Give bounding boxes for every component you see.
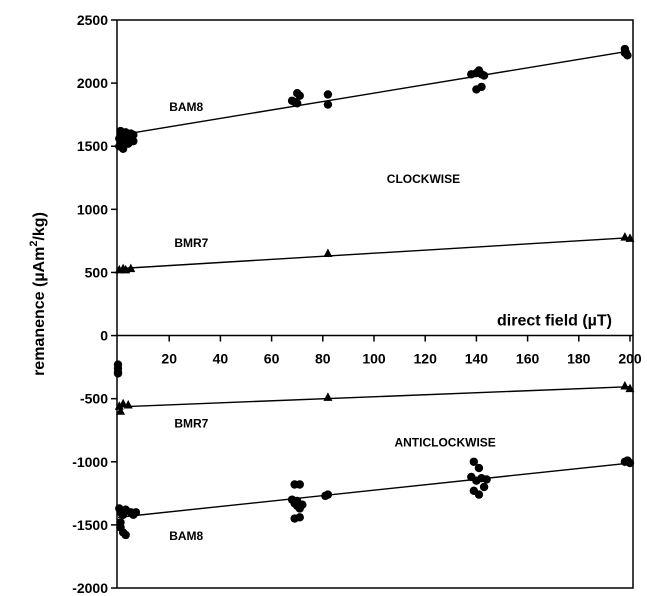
data-point-circle [623, 51, 632, 60]
data-point-circle [479, 71, 489, 80]
y-tick-label: -2000 [72, 580, 108, 596]
data-point-triangle [118, 398, 128, 408]
y-tick-label: -500 [80, 391, 108, 407]
annotation-label: ANTICLOCKWISE [394, 436, 495, 450]
y-tick-label: -1000 [72, 454, 108, 470]
data-point-circle [474, 490, 484, 499]
data-point-circle [290, 514, 299, 523]
x-tick-label: 80 [315, 351, 331, 367]
data-point-circle [295, 480, 304, 489]
axes: 2500 2000 1500 1000 500 0 -500 -1000 -1500 -2000 2… [72, 12, 642, 596]
data-point-circle [293, 99, 302, 108]
annotation-label: BAM8 [169, 100, 203, 114]
y-tick-label: 1000 [77, 201, 108, 217]
data-point-circle [323, 490, 333, 499]
data-point-circle [482, 475, 491, 484]
data-point-triangle [323, 248, 333, 258]
annotation-label: CLOCKWISE [387, 172, 460, 186]
y-tick-label: 2500 [77, 12, 108, 28]
data-point-triangle [625, 383, 635, 393]
data-point-triangle [323, 392, 333, 401]
data-point-circle [295, 91, 304, 100]
x-tick-label: 180 [567, 351, 591, 367]
y-tick-label: -1500 [72, 517, 108, 533]
annotation-label: BAM8 [169, 529, 203, 543]
data-point-circle [113, 369, 123, 378]
x-tick-label: 160 [516, 351, 540, 367]
x-tick-label: 20 [161, 351, 177, 367]
data-point-triangle [116, 406, 126, 415]
data-point-circle [469, 457, 479, 466]
y-axis-label-main: remanence (µAm [31, 247, 48, 376]
data-point-circle [474, 463, 484, 473]
data-point-circle [293, 496, 302, 506]
y-tick-label: 2000 [77, 75, 108, 91]
data-point-triangle [625, 233, 635, 242]
fit-lines [117, 50, 631, 519]
fit-line-1 [117, 237, 631, 270]
data-point-circle [479, 482, 489, 492]
x-axis-label: direct field (µT) [497, 313, 612, 330]
data-point-triangle [114, 401, 124, 410]
data-points [113, 44, 635, 540]
data-point-triangle [620, 381, 630, 390]
annotations: BAM8 CLOCKWISE BMR7 BMR7 ANTICLOCKWISE BAM8 [169, 100, 496, 543]
data-point-circle [131, 508, 141, 517]
y-tick-label: 500 [85, 264, 109, 280]
data-point-circle [323, 90, 333, 99]
data-point-circle [625, 458, 635, 468]
y-tick-label: 1500 [77, 138, 108, 154]
x-tick-label: 100 [362, 351, 386, 367]
y-axis-label-superscript: 2 [28, 241, 40, 247]
y-axis-label: remanence (µAm2/kg) [28, 212, 48, 376]
data-point-circle [477, 82, 486, 92]
fit-line-0 [120, 50, 631, 136]
data-point-circle [323, 100, 333, 109]
x-tick-label: 60 [264, 351, 280, 367]
plot-frame [116, 19, 634, 589]
fit-line-3 [117, 385, 631, 408]
data-point-circle [121, 530, 130, 540]
x-tick-label: 200 [618, 351, 642, 367]
fit-line-4 [117, 462, 631, 519]
data-point-triangle [123, 399, 133, 409]
data-point-circle [118, 144, 128, 153]
x-tick-label: 140 [465, 351, 489, 367]
data-point-triangle [620, 232, 630, 241]
annotation-label: BMR7 [174, 236, 208, 250]
y-axis-label-tail: /kg) [31, 212, 48, 240]
annotation-label: BMR7 [174, 417, 208, 431]
data-point-circle [121, 135, 130, 145]
x-tick-label: 120 [414, 351, 438, 367]
data-point-circle [129, 130, 138, 140]
x-tick-label: 40 [213, 351, 229, 367]
data-point-triangle [126, 263, 136, 273]
y-tick-label: 0 [100, 328, 108, 344]
